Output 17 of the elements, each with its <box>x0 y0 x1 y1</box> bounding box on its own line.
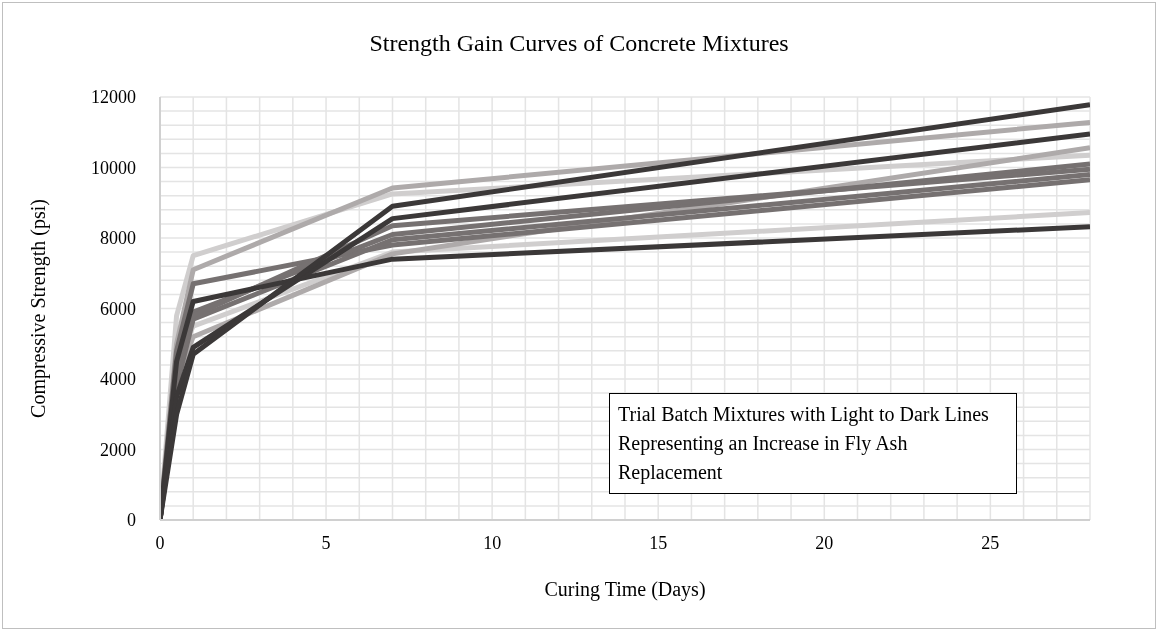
y-tick-label: 10000 <box>91 157 136 178</box>
y-tick-label: 0 <box>127 510 136 531</box>
y-axis-title: Compressive Strength (psi) <box>27 199 51 418</box>
chart-title: Strength Gain Curves of Concrete Mixtures <box>368 30 790 57</box>
x-tick-label: 15 <box>649 532 668 553</box>
y-tick-label: 6000 <box>100 298 136 319</box>
x-tick-label: 10 <box>483 532 502 553</box>
x-tick-label: 20 <box>815 532 834 553</box>
x-axis-title: Curing Time (Days) <box>544 578 706 602</box>
y-tick-label: 2000 <box>100 439 136 460</box>
y-tick-label: 12000 <box>91 87 136 108</box>
y-tick-label: 8000 <box>100 228 136 249</box>
x-tick-label: 0 <box>155 532 165 553</box>
annotation: Trial Batch Mixtures with Light to Dark Lines Representing an Increase in Fly Ash Replacement <box>609 393 1017 494</box>
x-tick-label: 5 <box>321 532 331 553</box>
x-tick-label: 25 <box>981 532 1000 553</box>
y-tick-label: 4000 <box>100 369 136 390</box>
